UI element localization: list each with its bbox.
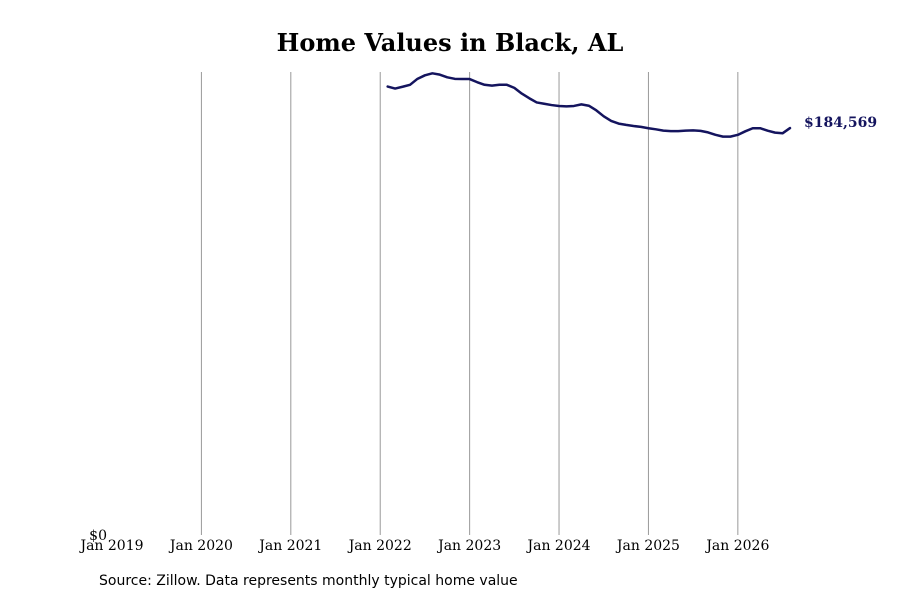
end-value-label: $184,569 [804,115,877,131]
series-layer [386,72,792,138]
x-tick-label: Jan 2019 [78,538,143,554]
source-note: Source: Zillow. Data represents monthly … [99,573,518,589]
x-tick-label: Jan 2020 [168,538,233,554]
series-line [386,72,792,138]
x-tick-label: Jan 2023 [436,538,501,554]
chart-title: Home Values in Black, AL [276,28,624,57]
x-tick-label: Jan 2025 [615,538,680,554]
grid-lines [200,72,739,535]
x-axis-ticks: Jan 2019 Jan 2020 Jan 2021 Jan 2022 Jan 2023… [78,538,769,554]
x-tick-label: Jan 2026 [704,538,769,554]
y-axis-ticks: $0 [89,528,107,544]
data-labels: $184,569 [804,115,877,131]
y-tick-label: $0 [89,528,107,544]
x-tick-label: Jan 2024 [526,538,591,554]
x-tick-label: Jan 2021 [257,538,322,554]
x-tick-label: Jan 2022 [347,538,412,554]
